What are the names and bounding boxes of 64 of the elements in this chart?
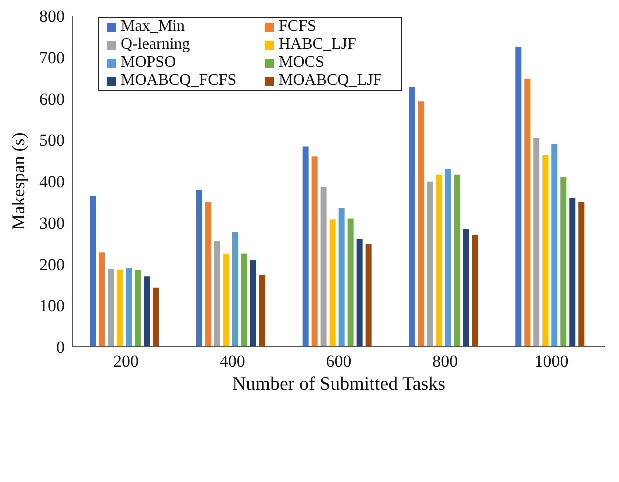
bar: [445, 169, 452, 347]
bar: [472, 235, 478, 347]
bar: [135, 270, 142, 347]
bar: [524, 78, 531, 347]
legend-label: MOPSO: [121, 54, 176, 72]
bar: [542, 155, 549, 347]
bar: [454, 174, 460, 347]
bar: [463, 229, 470, 347]
x-tick-label: 600: [326, 352, 352, 372]
y-tick-label: 400: [40, 172, 65, 192]
bar: [578, 202, 585, 347]
bar: [320, 187, 327, 347]
bar: [436, 174, 442, 347]
legend-label: Max_Min: [121, 18, 185, 36]
y-axis-title: Makespan (s): [8, 132, 28, 230]
x-tick-label: 800: [432, 352, 458, 372]
bar: [241, 254, 248, 347]
x-tick-label: 200: [113, 352, 139, 372]
y-tick-label: 800: [40, 7, 65, 26]
y-tick-label: 500: [40, 131, 65, 150]
bar: [348, 218, 354, 347]
bar: [560, 177, 567, 347]
bar: [259, 275, 266, 347]
legend-label: MOCS: [279, 54, 324, 72]
bar: [338, 208, 345, 347]
bar: [534, 138, 540, 347]
bar: [418, 102, 424, 347]
x-axis-title: Number of Submitted Tasks: [232, 374, 446, 395]
bar: [153, 288, 160, 347]
bar: [232, 232, 238, 347]
x-tick-label: 400: [220, 352, 246, 372]
y-tick-label: 700: [40, 48, 65, 68]
bar: [330, 220, 336, 347]
bar: [214, 241, 220, 347]
y-tick-label: 300: [40, 214, 65, 233]
legend-label: MOABCQ_FCFS: [121, 72, 237, 90]
bar: [427, 182, 434, 347]
legend-label: MOABCQ_LJF: [279, 72, 382, 90]
legend-label: Q-learning: [121, 36, 190, 54]
bar: [126, 268, 132, 347]
bar: [356, 239, 363, 347]
x-tick-label: 1000: [534, 352, 569, 372]
y-tick-label: 0: [56, 338, 65, 358]
bar: [250, 260, 256, 347]
bar: [570, 198, 576, 347]
bar: [366, 244, 372, 347]
bar: [90, 196, 96, 347]
bar: [117, 270, 124, 347]
y-tick-label: 100: [40, 296, 65, 316]
bar: [144, 276, 150, 347]
y-tick-label: 600: [40, 90, 65, 109]
legend-label: HABC_LJF: [279, 36, 356, 54]
bar: [552, 144, 558, 347]
bar: [409, 87, 416, 347]
bar: [196, 190, 202, 347]
bar: [205, 202, 212, 347]
bar: [99, 252, 106, 347]
bar: [312, 156, 318, 347]
legend-label: FCFS: [279, 18, 316, 36]
bar: [108, 269, 114, 347]
bar: [302, 146, 309, 347]
y-tick-label: 200: [40, 255, 65, 274]
bar: [223, 254, 230, 347]
bar: [516, 47, 522, 347]
